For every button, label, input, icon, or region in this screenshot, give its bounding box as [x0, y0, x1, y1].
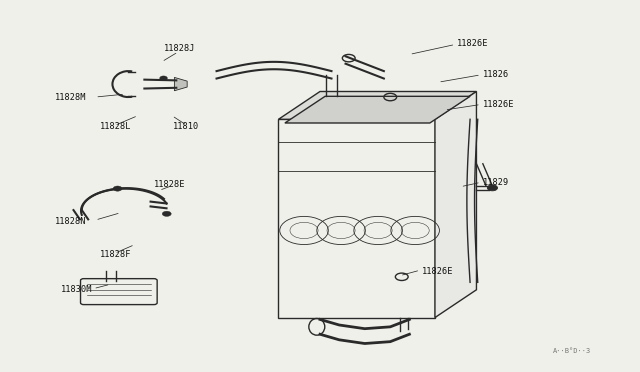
- Circle shape: [163, 211, 172, 217]
- Text: 11828L: 11828L: [100, 122, 131, 131]
- Text: 11830M: 11830M: [61, 285, 93, 294]
- Text: 11828M: 11828M: [55, 93, 86, 102]
- Circle shape: [113, 186, 122, 191]
- Text: 11829: 11829: [483, 178, 509, 187]
- Text: 11826E: 11826E: [422, 267, 454, 276]
- Polygon shape: [285, 96, 470, 123]
- Text: 11826: 11826: [483, 70, 509, 79]
- Circle shape: [487, 185, 497, 191]
- Text: A··B°D··3: A··B°D··3: [553, 348, 591, 354]
- Polygon shape: [278, 92, 476, 119]
- Text: 11828N: 11828N: [55, 217, 86, 226]
- Polygon shape: [174, 77, 187, 91]
- Text: 11826E: 11826E: [458, 39, 489, 48]
- Text: 11810: 11810: [173, 122, 200, 131]
- Polygon shape: [435, 92, 476, 318]
- Text: 11828E: 11828E: [154, 180, 186, 189]
- Text: 11828F: 11828F: [100, 250, 131, 259]
- Text: 11828J: 11828J: [164, 44, 195, 53]
- Circle shape: [160, 76, 168, 80]
- Text: 11826E: 11826E: [483, 100, 515, 109]
